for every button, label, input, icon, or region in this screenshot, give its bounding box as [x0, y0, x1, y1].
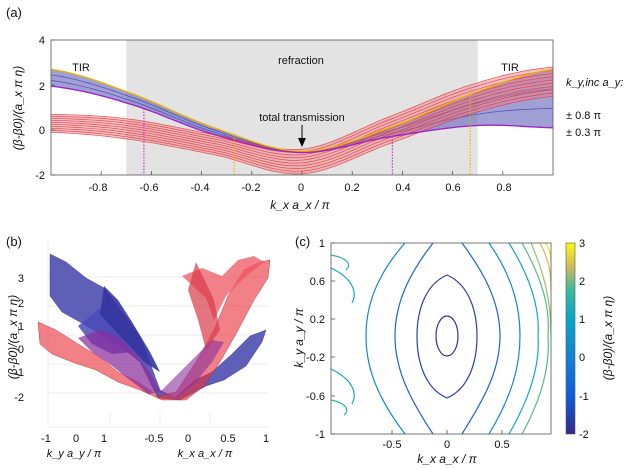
- zlabel-b: (β-β0)/(a_x π η): [6, 295, 20, 379]
- region-label-tir-left: TIR: [72, 62, 90, 74]
- red-band-line-0: [51, 66, 553, 150]
- contour-level-neg0.1-right: [488, 243, 521, 434]
- xtick-a-neg0.2: -0.2: [242, 182, 261, 194]
- ztick-b-neg2: -2: [14, 392, 24, 404]
- region-label-tir-right: TIR: [501, 62, 519, 74]
- region-label-refraction: refraction: [278, 55, 324, 67]
- xtick-c-neg0.5: -0.5: [383, 439, 402, 451]
- magenta-curve-0.3pi: [51, 85, 553, 154]
- contour-level-0.9-right: [521, 243, 549, 434]
- xtick-b-0.5: 0.5: [220, 433, 235, 445]
- panel-c: (c): [292, 234, 615, 466]
- legend-entry-0.3pi: ± 0.3 π: [566, 127, 601, 139]
- ytick-a-4: 4: [39, 35, 45, 47]
- xtick-a-neg0.4: -0.4: [191, 182, 210, 194]
- ylabel-a: (β-β0)/(a_x π η): [11, 66, 25, 150]
- contour-level-0.4-right: [508, 243, 539, 434]
- ytick-c-0.6: 0.6: [310, 276, 325, 288]
- ytick-c-neg0.6: -0.6: [306, 391, 325, 403]
- red-band-line-5: [51, 82, 553, 164]
- xtick-c-0.5: 0.5: [494, 439, 509, 451]
- xtick-a-0.2: 0.2: [344, 182, 359, 194]
- contour-level-neg0.6-right: [461, 243, 501, 434]
- ylabel-b: k_y a_y / π: [47, 448, 102, 460]
- xtick-b-0: 0: [185, 433, 191, 445]
- contour-level-0.9-left-top: [331, 254, 350, 271]
- red-band-line-2: [51, 73, 553, 156]
- axes-frame-c: [330, 242, 552, 435]
- xtick-b-neg0.5: -0.5: [145, 433, 164, 445]
- red-band-line-4: [51, 79, 553, 161]
- xtick-a-0: 0: [298, 182, 304, 194]
- panel-b: (b) 3 2 1 0: [6, 234, 271, 460]
- xlabel-b: k_x a_x / π: [178, 448, 233, 460]
- annotation-total-transmission: total transmission: [259, 112, 345, 124]
- colorbar-tick-neg1: -1: [579, 391, 589, 403]
- contour-level-neg1.1: [416, 274, 478, 399]
- colorbar-tick-1: 1: [579, 314, 585, 326]
- ytick-c-neg1: -1: [315, 429, 325, 441]
- colorbar-tick-0: 0: [579, 352, 585, 364]
- xtick-c-0: 0: [444, 439, 450, 451]
- xtick-a-0.8: 0.8: [496, 182, 511, 194]
- xtick-b-1: 1: [263, 433, 269, 445]
- ytick-b-0: 0: [73, 433, 79, 445]
- xtick-a-neg0.8: -0.8: [89, 182, 108, 194]
- xlabel-a: k_x a_x / π: [270, 198, 330, 212]
- panel-b-label: (b): [6, 234, 22, 249]
- ytick-b-1: 1: [101, 433, 107, 445]
- xtick-a-0.6: 0.6: [445, 182, 460, 194]
- annotation-arrow-head: [298, 138, 306, 147]
- xlabel-c: k_x a_x / π: [417, 452, 477, 466]
- xtick-a-neg0.6: -0.6: [140, 182, 159, 194]
- colorbar-tick-neg2: -2: [579, 429, 589, 441]
- colorbar-tick-2: 2: [579, 276, 585, 288]
- vertical-markers: [143, 94, 471, 175]
- xtick-a-0.4: 0.4: [395, 182, 410, 194]
- contour-level-neg1.6: [435, 315, 459, 357]
- ytick-c-1: 1: [319, 238, 325, 250]
- red-band-line-7: [51, 89, 553, 169]
- contour-level-0.4-left-bottom: [331, 368, 355, 405]
- ytick-a-neg2: -2: [35, 170, 45, 182]
- ytick-c-neg0.2: -0.2: [306, 352, 325, 364]
- axis-ticks-c: [331, 242, 503, 435]
- contour-level-0.4-left-top: [331, 267, 355, 304]
- ytick-a-2: 2: [39, 81, 45, 93]
- ztick-b-1: 1: [18, 321, 24, 333]
- ztick-b-neg1: -1: [14, 367, 24, 379]
- purple-overlap: [78, 330, 224, 398]
- contour-level-neg0.1-left: [365, 243, 406, 434]
- red-band-line-6: [51, 86, 553, 167]
- contour-level-neg0.6-left: [394, 243, 434, 434]
- ylabel-c: k_y a_y / π: [292, 307, 306, 367]
- contour-level-0.9-left-bottom: [331, 399, 348, 416]
- axis-ticks-a: [51, 39, 504, 176]
- ytick-c-0.2: 0.2: [310, 314, 325, 326]
- legend-entry-0.8pi: ± 0.8 π: [566, 110, 601, 122]
- ztick-b-3: 3: [18, 273, 24, 285]
- colorbar-tick-3: 3: [579, 238, 585, 250]
- contour-lines: [331, 243, 551, 434]
- yellow-curve-0.8pi: [51, 68, 553, 153]
- ztick-b-2: 2: [18, 298, 24, 310]
- ytick-b-neg1: -1: [41, 433, 51, 445]
- panel-a-label: (a): [6, 5, 22, 20]
- panel-a: (a) 4 2 0 -2 -0.8 -0.6 -0.4 -0.2 0 0.2 0…: [6, 5, 623, 212]
- legend-title-a: k_y,inc a_y:: [566, 77, 623, 89]
- ytick-a-0: 0: [39, 125, 45, 137]
- panel-c-label: (c): [295, 234, 310, 249]
- colorbar-label: (β-β0)/(a_x π η): [601, 296, 615, 380]
- ztick-b-0: 0: [18, 344, 24, 356]
- colorbar: [565, 242, 576, 435]
